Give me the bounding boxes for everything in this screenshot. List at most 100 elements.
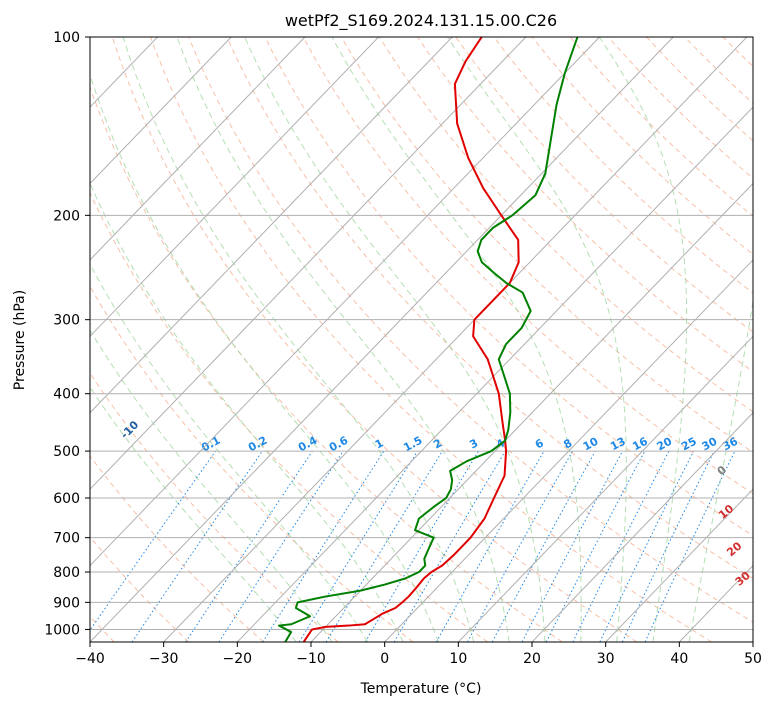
dry-adiabat-line <box>302 37 753 495</box>
chart-title: wetPf2_S169.2024.131.15.00.C26 <box>285 11 557 31</box>
plot-frame <box>89 36 754 643</box>
x-tick-label: 50 <box>744 651 762 667</box>
dry-adiabat-line <box>150 37 712 642</box>
x-tick-label: −30 <box>149 651 179 667</box>
isotherm-gridline <box>90 37 379 338</box>
moist-adiabat-line <box>90 262 369 642</box>
isotherm-gridline <box>457 335 753 642</box>
dry-adiabat-line <box>569 37 753 217</box>
moist-adiabat-label: 20 <box>724 539 744 559</box>
mixing-ratio-label: 25 <box>679 435 699 454</box>
mixing-ratio-line <box>545 450 646 642</box>
x-tick-label: 10 <box>449 651 467 667</box>
isotherm-gridline <box>752 641 753 642</box>
moist-adiabat-line <box>122 37 475 642</box>
y-tick-label: 400 <box>53 387 80 403</box>
x-axis-ticks: −40 −30 −20 −10 0 10 20 30 40 50 <box>75 642 762 667</box>
mixing-ratio-line <box>325 450 443 642</box>
dry-adiabat-line <box>493 37 753 294</box>
mixing-ratio-line <box>364 450 479 642</box>
isotherm-gridline <box>0 37 10 642</box>
isotherm-gridline <box>90 37 306 261</box>
moist-adiabat-line <box>688 297 753 642</box>
isotherm-gridlines <box>0 37 753 642</box>
dry-adiabat-line <box>646 37 753 142</box>
y-tick-label: 700 <box>53 531 80 547</box>
mixing-ratio-label: 3 <box>467 436 480 451</box>
isotherm-gridline <box>163 37 748 642</box>
dry-adiabat-line <box>455 37 753 333</box>
profile-series <box>277 37 579 642</box>
x-axis-label: Temperature (°C) <box>360 681 482 697</box>
moist-adiabat-label: 10 <box>716 502 736 522</box>
dry-adiabat-line <box>379 37 753 413</box>
x-tick-label: 40 <box>670 651 688 667</box>
isotherm-gridline <box>90 37 527 490</box>
x-tick-label: 0 <box>380 651 389 667</box>
moist-adiabat-line <box>90 386 297 642</box>
x-tick-label: 20 <box>523 651 541 667</box>
dry-adiabat-line <box>111 37 638 642</box>
mixing-ratio-label: 1 <box>373 436 386 451</box>
dry-adiabat-line <box>90 455 264 642</box>
mixing-ratio-line <box>435 450 545 642</box>
dry-adiabat-label: -10 <box>118 418 141 441</box>
moist-adiabat-line <box>447 37 627 642</box>
mixing-ratio-line <box>185 450 313 642</box>
x-tick-label: −20 <box>223 651 253 667</box>
mixing-ratio-line <box>491 450 596 642</box>
moist-adiabats <box>90 37 753 642</box>
dry-adiabat-line <box>608 37 753 179</box>
mixing-ratio-label: 13 <box>608 435 628 454</box>
dry-adiabat-line <box>226 37 753 580</box>
dry-adiabat-line <box>417 37 753 373</box>
isobar-gridlines <box>90 37 753 630</box>
mixing-ratio-line <box>262 450 385 642</box>
isotherm-gridline <box>236 106 753 642</box>
dry-adiabat-line <box>90 285 414 642</box>
moist-adiabat-line <box>331 37 582 642</box>
y-axis-label: Pressure (hPa) <box>12 290 28 390</box>
y-tick-label: 300 <box>53 313 80 329</box>
moist-adiabat-line <box>598 37 688 642</box>
isotherm-gridline <box>90 37 453 414</box>
isotherm-gridline <box>605 488 753 642</box>
y-tick-label: 500 <box>53 444 80 460</box>
mixing-ratio-label: 16 <box>630 435 650 454</box>
moist-adiabat-label: 0 <box>715 463 729 478</box>
dry-adiabat-line <box>531 37 753 256</box>
mixing-ratio-line <box>644 450 736 642</box>
isotherm-gridline <box>90 37 600 567</box>
mixing-ratio-label: 30 <box>700 435 720 454</box>
mixing-ratio-line <box>298 450 419 642</box>
y-tick-label: 600 <box>53 491 80 507</box>
dry-adiabat-line <box>90 191 488 642</box>
mixing-ratio-line <box>90 450 216 632</box>
moist-adiabat-line <box>244 37 546 642</box>
mixing-ratio-line <box>393 450 506 642</box>
y-tick-label: 800 <box>53 565 80 581</box>
mixing-ratio-line <box>572 450 670 642</box>
moist-adiabat-line <box>90 182 404 642</box>
mixing-ratio-line <box>218 450 344 642</box>
moist-adiabat-label: 40 <box>751 595 771 615</box>
moist-adiabat-line <box>176 37 510 642</box>
y-axis-ticks: 100 200 300 400 500 600 700 800 900 1000 <box>44 30 90 638</box>
mixing-ratio-line <box>621 450 715 642</box>
isotherm-gridline <box>310 182 753 642</box>
x-tick-label: −10 <box>296 651 326 667</box>
isotherm-gridline <box>384 259 753 642</box>
isotherm-gridline <box>90 37 232 185</box>
mixing-ratio-lines: 0.1 0.2 0.4 0.6 1 1.5 2 3 4 6 8 10 13 16 20 25 30 36 <box>90 434 740 642</box>
mixing-ratio-label: 36 <box>720 435 740 454</box>
isotherm-gridline <box>90 37 674 642</box>
dry-adiabat-line <box>90 536 190 642</box>
dry-adiabat-line <box>761 37 775 642</box>
y-tick-label: 900 <box>53 595 80 611</box>
mixing-ratio-line <box>467 450 574 642</box>
mixing-ratio-label: 6 <box>533 436 546 451</box>
mixing-ratio-label: 10 <box>581 435 601 454</box>
isotherm-gridline <box>531 412 753 642</box>
